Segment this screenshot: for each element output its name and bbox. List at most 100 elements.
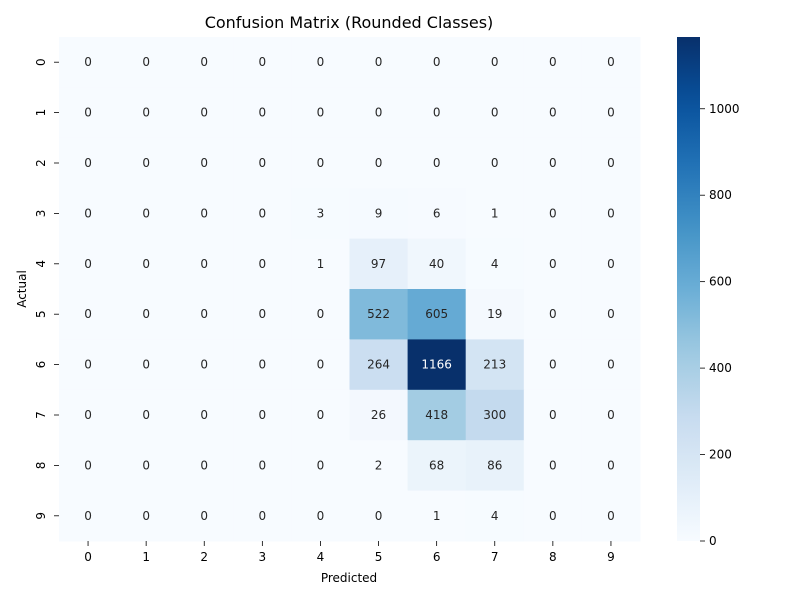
cell-value-label: 0 <box>200 307 208 321</box>
heatmap-cell <box>291 490 350 542</box>
cell-value-label: 0 <box>375 156 383 170</box>
heatmap-cell <box>349 188 409 240</box>
cell-value-label: 0 <box>607 206 615 220</box>
cell-value-label: 0 <box>549 156 557 170</box>
heatmap-cell <box>117 289 176 340</box>
colorbar-tick-label: 400 <box>709 361 732 375</box>
cell-value-label: 0 <box>200 55 208 69</box>
chart-title: Confusion Matrix (Rounded Classes) <box>205 13 494 32</box>
cell-value-label: 0 <box>259 106 267 120</box>
heatmap-cell <box>175 238 234 290</box>
heatmap-cell <box>233 87 292 139</box>
cell-value-label: 0 <box>200 156 208 170</box>
heatmap-cell <box>59 289 118 340</box>
cell-value-label: 213 <box>483 358 506 372</box>
cell-value-label: 0 <box>200 509 208 523</box>
heatmap-cell <box>581 137 641 189</box>
x-axis-ticks: 0 1 2 3 4 5 6 7 8 9 <box>84 541 615 564</box>
cell-value-label: 4 <box>491 509 499 523</box>
heatmap-cell <box>59 339 118 391</box>
heatmap-cell <box>175 137 234 189</box>
cell-value-label: 19 <box>487 307 502 321</box>
heatmap-cell <box>291 137 350 189</box>
cell-value-label: 0 <box>84 358 92 372</box>
cell-value-label: 0 <box>317 106 325 120</box>
heatmap-cell <box>291 389 350 441</box>
cell-value-label: 0 <box>84 106 92 120</box>
x-tick-label: 7 <box>491 550 499 564</box>
cell-value-label: 68 <box>429 458 444 472</box>
x-tick-label: 3 <box>259 550 267 564</box>
cell-value-label: 0 <box>200 257 208 271</box>
heatmap-cell <box>407 490 467 542</box>
heatmap-cell <box>291 440 350 492</box>
cell-value-label: 0 <box>142 307 150 321</box>
heatmap-cell <box>349 87 409 139</box>
heatmap-cell <box>233 389 292 441</box>
cell-value-label: 0 <box>549 55 557 69</box>
cell-value-label: 0 <box>433 106 441 120</box>
cell-value-label: 0 <box>259 509 267 523</box>
heatmap-cell <box>465 440 525 492</box>
y-tick-label: 5 <box>34 310 48 318</box>
heatmap-cell <box>175 490 234 542</box>
y-tick-label: 9 <box>34 512 48 520</box>
cell-value-label: 0 <box>549 458 557 472</box>
cell-value-label: 0 <box>84 509 92 523</box>
heatmap-cell <box>349 339 409 391</box>
heatmap-cell <box>117 188 176 240</box>
colorbar-tick-label: 200 <box>709 448 732 462</box>
cell-value-label: 3 <box>317 206 325 220</box>
colorbar-tick-label: 800 <box>709 188 732 202</box>
heatmap-cell <box>291 188 350 240</box>
heatmap-cell <box>465 137 525 189</box>
colorbar-tick-label: 0 <box>709 534 717 548</box>
cell-value-label: 6 <box>433 206 441 220</box>
heatmap-cell <box>59 238 118 290</box>
heatmap-cell <box>175 37 234 88</box>
heatmap-cell <box>59 87 118 139</box>
cell-value-label: 4 <box>491 257 499 271</box>
cell-value-label: 0 <box>549 106 557 120</box>
colorbar-tick-label: 1000 <box>709 102 740 116</box>
heatmap-cell <box>407 289 467 340</box>
heatmap-cell <box>59 137 118 189</box>
heatmap-cell <box>233 137 292 189</box>
heatmap-cell <box>349 490 409 542</box>
cell-value-label: 0 <box>375 106 383 120</box>
colorbar-ticks: 0 200 400 600 800 1000 <box>700 102 740 548</box>
cell-value-label: 0 <box>200 358 208 372</box>
heatmap-cell <box>291 289 350 340</box>
heatmap-cell <box>465 37 525 88</box>
heatmap-cell <box>523 37 583 88</box>
heatmap-cell <box>349 440 409 492</box>
heatmap-cell <box>581 289 641 340</box>
cell-value-label: 0 <box>259 257 267 271</box>
cell-value-label: 0 <box>259 156 267 170</box>
cell-value-label: 0 <box>142 509 150 523</box>
cell-value-label: 0 <box>607 106 615 120</box>
cell-value-label: 1 <box>433 509 441 523</box>
cell-value-label: 0 <box>491 106 499 120</box>
cell-value-label: 418 <box>425 408 448 422</box>
heatmap-cell <box>349 37 409 88</box>
cell-value-label: 1 <box>317 257 325 271</box>
cell-value-label: 0 <box>607 257 615 271</box>
heatmap-cell <box>233 339 292 391</box>
cell-value-label: 0 <box>200 408 208 422</box>
heatmap-cell <box>465 389 525 441</box>
heatmap-cell <box>465 188 525 240</box>
y-tick-label: 4 <box>34 260 48 268</box>
heatmap-cell <box>349 289 409 340</box>
heatmap-cell <box>117 37 176 88</box>
heatmap-cell <box>407 37 467 88</box>
x-axis-label: Predicted <box>321 571 377 585</box>
cell-value-label: 0 <box>259 408 267 422</box>
cell-value-label: 0 <box>259 458 267 472</box>
heatmap-cell <box>233 289 292 340</box>
heatmap-cell <box>407 188 467 240</box>
cell-value-label: 2 <box>375 458 383 472</box>
x-tick-label: 2 <box>200 550 208 564</box>
cell-value-label: 0 <box>375 55 383 69</box>
colorbar <box>677 37 700 541</box>
